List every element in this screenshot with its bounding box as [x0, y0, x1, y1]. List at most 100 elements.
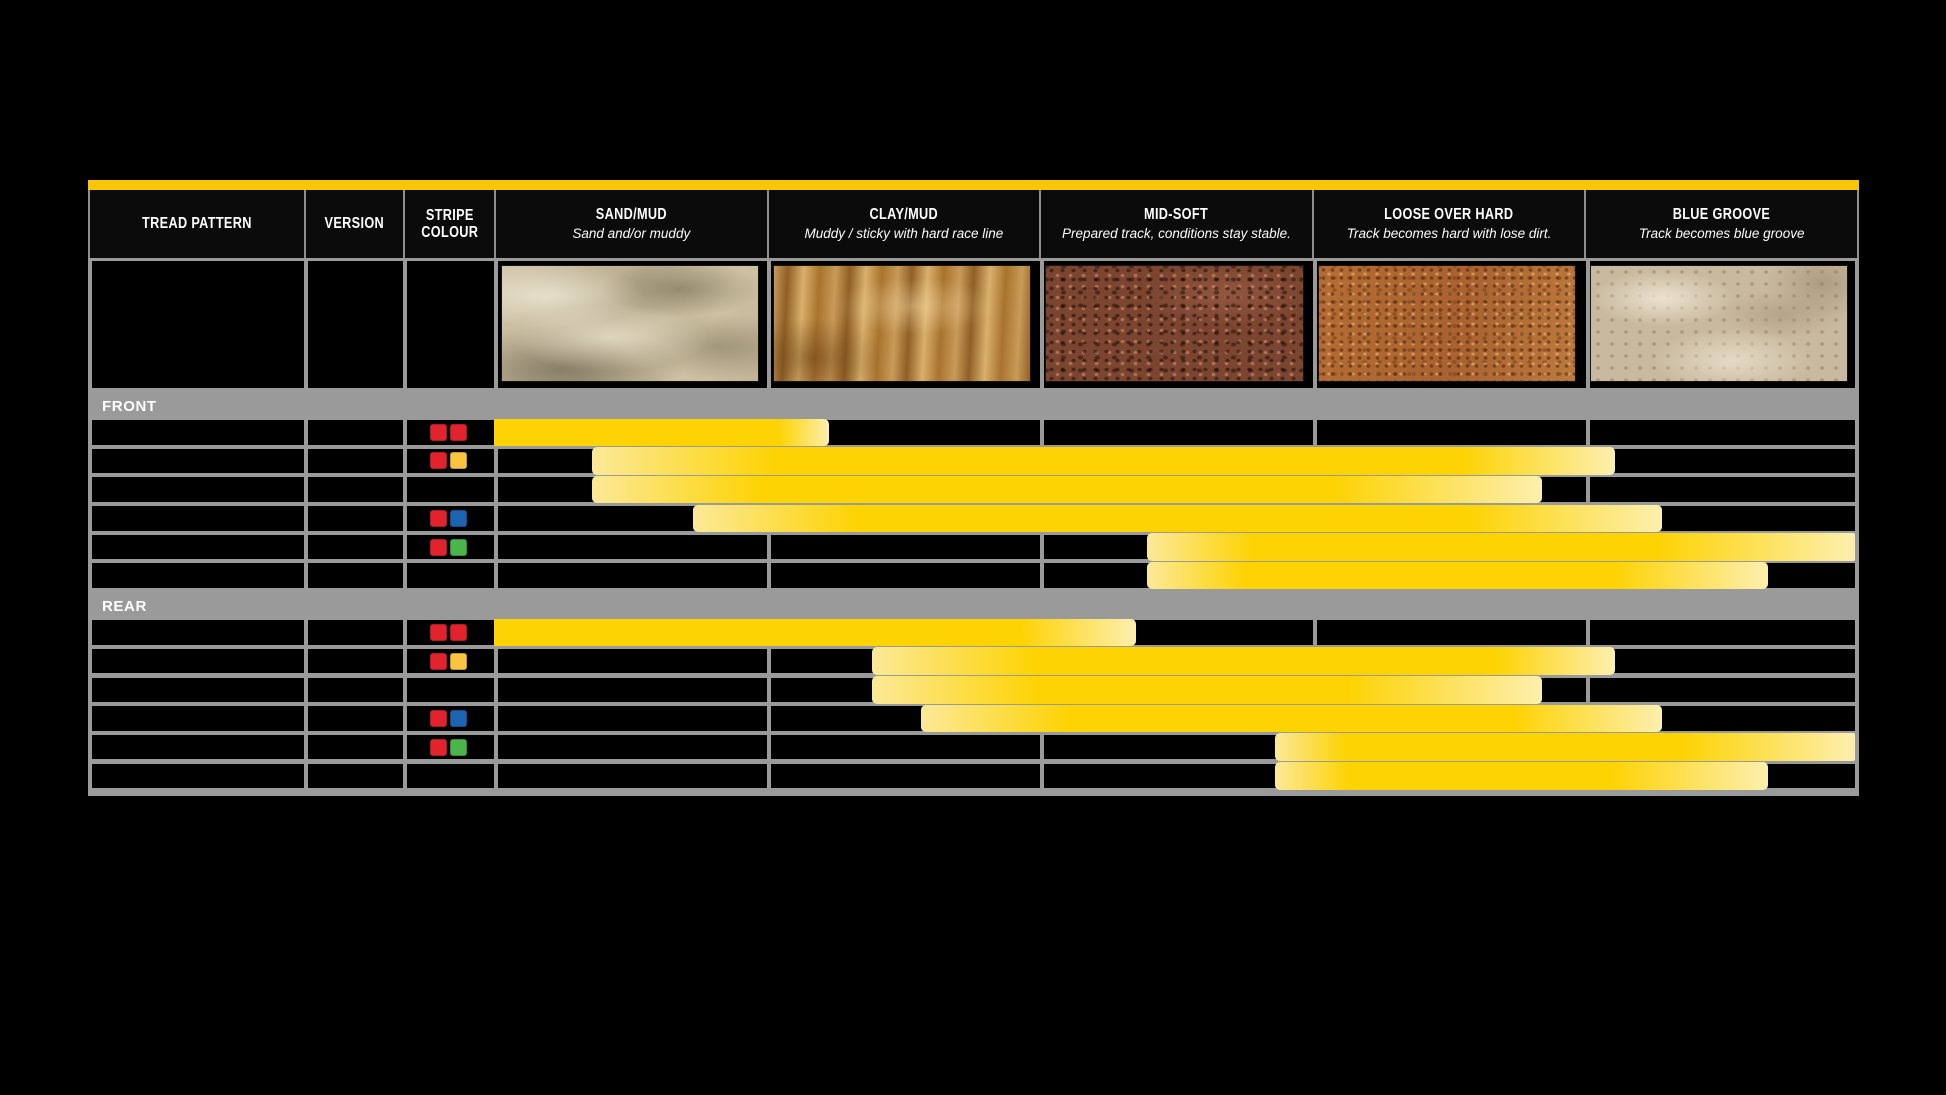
- column-separator: [494, 448, 498, 474]
- tyre-application-chart: TREAD PATTERN VERSION STRIPE COLOUR SAND…: [88, 180, 1859, 797]
- stripe-chip-red: [430, 423, 447, 441]
- stripe-chip-blue: [450, 709, 467, 727]
- stripe-chip-red: [450, 423, 467, 441]
- suitability-bar: [1147, 533, 1855, 561]
- section-band-front: FRONT: [92, 392, 1855, 420]
- column-separator: [767, 534, 771, 560]
- header-row: TREAD PATTERN VERSION STRIPE COLOUR SAND…: [88, 190, 1859, 258]
- column-separator: [403, 734, 407, 760]
- column-separator: [304, 261, 308, 388]
- column-separator: [1313, 420, 1317, 445]
- column-separator: [494, 648, 498, 674]
- column-separator: [494, 563, 498, 588]
- header-title: VERSION: [324, 215, 385, 233]
- column-separator: [403, 706, 407, 731]
- column-separator: [403, 677, 407, 702]
- header-subtitle: Prepared track, conditions stay stable.: [1062, 225, 1291, 241]
- chart-body: FRONT REAR: [88, 392, 1859, 797]
- column-separator: [494, 261, 498, 388]
- column-separator: [403, 534, 407, 560]
- terrain-photo-clay: [773, 265, 1032, 382]
- section-label: FRONT: [102, 397, 157, 415]
- terrain-photo-midsoft: [1045, 265, 1304, 382]
- column-separator: [1586, 420, 1590, 445]
- column-separator: [304, 448, 308, 474]
- tyre-row: [92, 647, 1855, 675]
- tyre-row: [92, 504, 1855, 533]
- header-title: LOOSE OVER HARD: [1384, 206, 1514, 224]
- column-separator: [1040, 261, 1044, 388]
- tyre-row: [92, 475, 1855, 504]
- suitability-bar: [1147, 561, 1768, 590]
- terrain-photo-bluegroove: [1589, 265, 1848, 382]
- stripe-colour-cell: [403, 735, 494, 760]
- section-band-rear: REAR: [92, 592, 1855, 620]
- header-title: STRIPE COLOUR: [420, 206, 479, 241]
- column-separator: [403, 261, 407, 388]
- suitability-bar: [872, 647, 1616, 675]
- column-separator: [403, 648, 407, 674]
- column-separator: [304, 534, 308, 560]
- column-separator: [767, 706, 771, 731]
- tyre-row: [92, 447, 1855, 475]
- column-separator: [403, 506, 407, 531]
- stripe-colour-cell: [403, 420, 494, 445]
- column-separator: [767, 648, 771, 674]
- column-separator: [767, 261, 771, 388]
- header-title: BLUE GROOVE: [1672, 206, 1771, 224]
- header-clay-mud: CLAY/MUD Muddy / sticky with hard race l…: [769, 190, 1042, 258]
- header-title: SAND/MUD: [595, 206, 667, 224]
- header-subtitle: Track becomes blue groove: [1638, 225, 1805, 241]
- stripe-chip-red: [450, 623, 467, 641]
- suitability-bar: [1275, 762, 1768, 790]
- terrain-photo-sand: [501, 265, 760, 382]
- column-separator: [304, 620, 308, 645]
- column-separator: [1313, 261, 1317, 388]
- column-separator: [494, 706, 498, 731]
- column-separator: [304, 506, 308, 531]
- stripe-chip-amber: [450, 652, 467, 670]
- terrain-photo-strip: [92, 261, 1855, 388]
- header-tread-pattern: TREAD PATTERN: [90, 190, 306, 258]
- column-separator: [494, 477, 498, 502]
- header-subtitle: Track becomes hard with lose dirt.: [1346, 225, 1552, 241]
- suitability-bar: [494, 418, 829, 446]
- stripe-colour-cell: [403, 506, 494, 531]
- stripe-chip-green: [450, 738, 467, 756]
- column-separator: [494, 534, 498, 560]
- tyre-row: [92, 733, 1855, 761]
- stripe-chip-blue: [450, 509, 467, 527]
- column-separator: [1040, 734, 1044, 760]
- column-separator: [1586, 261, 1590, 388]
- section-label: REAR: [102, 597, 147, 615]
- header-title: CLAY/MUD: [869, 206, 939, 224]
- column-separator: [1586, 620, 1590, 645]
- column-separator: [403, 620, 407, 645]
- column-separator: [1040, 420, 1044, 445]
- column-separator: [304, 420, 308, 445]
- suitability-bar: [692, 504, 1662, 533]
- stripe-chip-red: [430, 738, 447, 756]
- column-separator: [1313, 620, 1317, 645]
- stripe-colour-cell: [403, 535, 494, 560]
- column-separator: [403, 420, 407, 445]
- column-separator: [1040, 534, 1044, 560]
- suitability-bar: [591, 475, 1542, 504]
- stripe-chip-red: [430, 538, 447, 556]
- header-subtitle: Muddy / sticky with hard race line: [804, 225, 1004, 241]
- suitability-bar: [872, 676, 1542, 704]
- stripe-chip-amber: [450, 452, 467, 470]
- header-loose-over-hard: LOOSE OVER HARD Track becomes hard with …: [1314, 190, 1587, 258]
- column-separator: [767, 563, 771, 588]
- stripe-colour-cell: [403, 706, 494, 731]
- stripe-colour-cell: [403, 449, 494, 474]
- header-title: MID-SOFT: [1144, 206, 1209, 224]
- column-separator: [403, 563, 407, 588]
- column-separator: [304, 677, 308, 702]
- column-separator: [1040, 563, 1044, 588]
- tyre-row: [92, 418, 1855, 446]
- top-accent-bar: [88, 180, 1859, 190]
- stripe-chip-red: [430, 709, 447, 727]
- column-separator: [494, 677, 498, 702]
- stripe-chip-red: [430, 652, 447, 670]
